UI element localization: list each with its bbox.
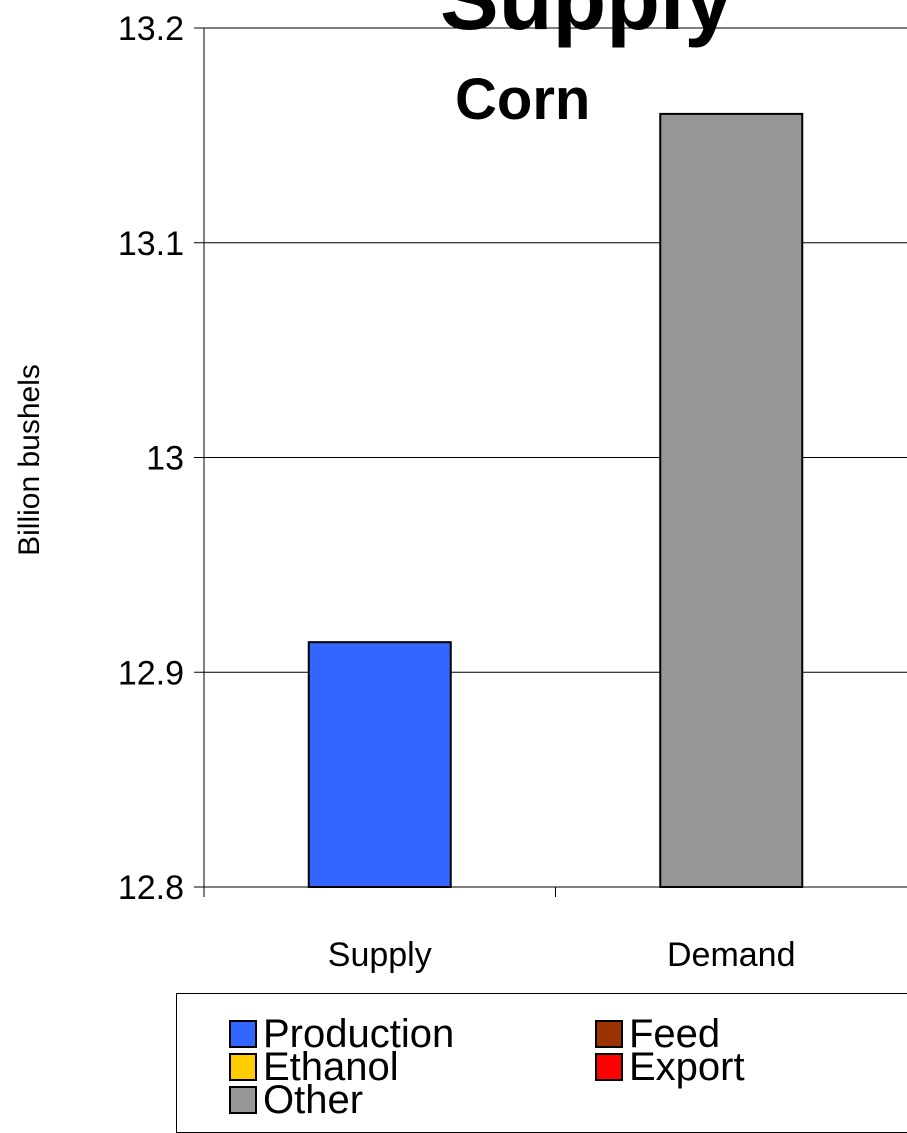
legend-item-feed: Feed <box>595 1014 720 1054</box>
legend-label-other: Other <box>263 1078 364 1122</box>
y-tick-label: 12.9 <box>118 654 184 692</box>
tick-labels: 12.8 12.9 13 13.1 13.2 Supply Demand <box>118 10 796 974</box>
legend-swatch-feed <box>595 1020 623 1048</box>
bar-supply <box>307 641 452 888</box>
y-tick-label: 13 <box>146 440 184 478</box>
legend-item-export: Export <box>595 1047 745 1087</box>
y-tick-label: 13.2 <box>118 10 184 48</box>
legend-item-production: Production <box>229 1014 454 1054</box>
x-tick-label-demand: Demand <box>667 936 796 974</box>
bar-demand <box>659 112 804 888</box>
legend: Production Ethanol Other Feed Export <box>176 993 907 1133</box>
legend-label-export: Export <box>629 1045 745 1089</box>
x-tick-label-supply: Supply <box>328 936 432 974</box>
y-tick-label: 13.1 <box>118 225 184 263</box>
legend-label-ethanol: Ethanol <box>263 1045 399 1089</box>
legend-swatch-export <box>595 1053 623 1081</box>
legend-item-other: Other <box>229 1080 363 1120</box>
legend-item-ethanol: Ethanol <box>229 1047 399 1087</box>
y-tick-label: 12.8 <box>118 869 184 907</box>
legend-label-production: Production <box>263 1012 455 1056</box>
legend-swatch-production <box>229 1020 257 1048</box>
y-axis-label: Billion bushels <box>13 364 46 556</box>
chart-title: Supply <box>440 0 733 50</box>
legend-label-feed: Feed <box>629 1012 721 1056</box>
legend-swatch-other <box>229 1086 257 1114</box>
bars <box>307 112 804 888</box>
axes <box>194 27 907 897</box>
legend-swatch-ethanol <box>229 1053 257 1081</box>
chart-subtitle: Corn <box>455 67 591 132</box>
